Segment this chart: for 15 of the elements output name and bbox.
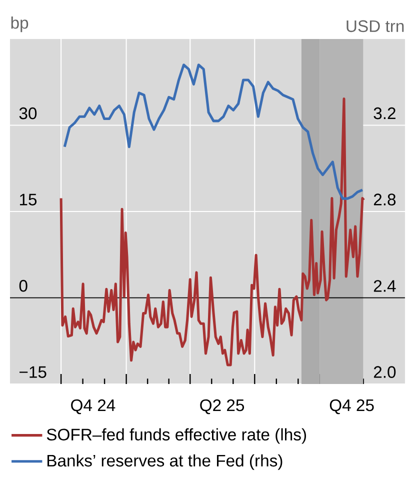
legend-label: SOFR–fed funds effective rate (lhs) [46,428,306,444]
x-tick-label: Q2 25 [200,399,244,414]
y-tick-label: −15 [20,366,46,378]
y2-tick-label: 2.8 [374,194,396,206]
y-tick-label: 30 [19,107,37,120]
y-tick-label: 15 [20,194,37,206]
legend-label: Banks’ reserves at the Fed (rhs) [47,454,282,470]
x-tick-label: Q4 25 [330,399,374,414]
y-axis-title: bp [11,16,28,32]
y2-tick-label: 2.0 [374,366,396,378]
y2-axis-title: USD trn [346,20,404,32]
y-tick-label: 0 [19,280,28,292]
y2-tick-label: 2.4 [374,280,396,292]
x-tick-label: Q4 24 [71,399,116,414]
y2-tick-label: 3.2 [374,107,396,120]
